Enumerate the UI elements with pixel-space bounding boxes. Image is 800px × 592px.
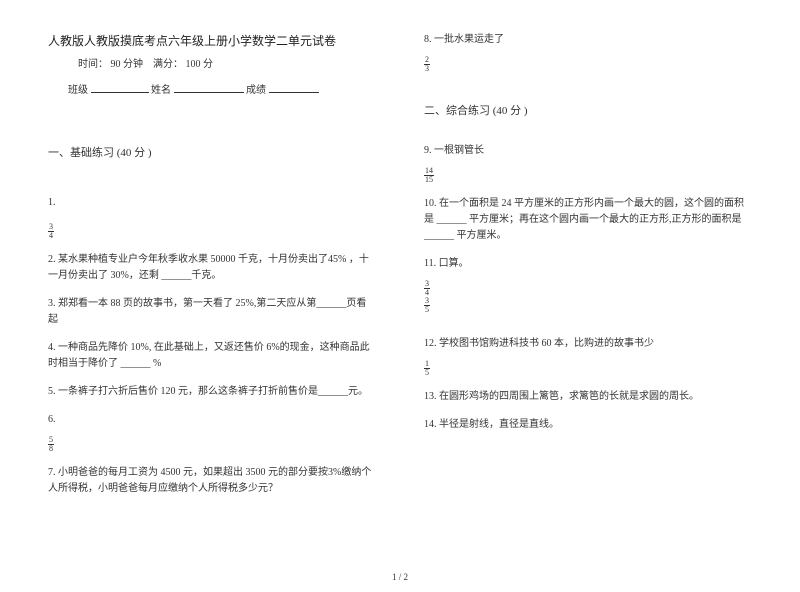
q12: 12. 学校图书馆购进科技书 60 本，比购进的故事书少 [424, 336, 752, 352]
q10: 10. 在一个面积是 24 平方厘米的正方形内画一个最大的圆，这个圆的面积是 _… [424, 196, 752, 244]
score-value: 100 分 [186, 59, 214, 70]
page: 人教版人教版摸底考点六年级上册小学数学二单元试卷 时间： 90 分钟 满分： 1… [0, 0, 800, 509]
section-1: 一、基础练习 (40 分 ) [48, 145, 376, 163]
student-fields: 班级 姓名 成绩 [48, 83, 376, 99]
class-blank [91, 83, 149, 93]
q13: 13. 在圆形鸡场的四周围上篱笆，求篱笆的长就是求圆的周长。 [424, 389, 752, 405]
q9-frac: 1415 [424, 167, 752, 184]
q2: 2. 某水果种植专业户今年秋季收水果 50000 千克，十月份卖出了45% ，十… [48, 252, 376, 284]
name-blank [174, 83, 244, 93]
q14: 14. 半径是射线，直径是直线。 [424, 417, 752, 433]
frac-den: 15 [424, 176, 434, 184]
q3: 3. 郑郑看一本 88 页的故事书，第一天看了 25%,第二天应从第______… [48, 296, 376, 328]
q7: 7. 小明爸爸的每月工资为 4500 元，如果超出 3500 元的部分要按3%缴… [48, 465, 376, 497]
exam-title: 人教版人教版摸底考点六年级上册小学数学二单元试卷 [48, 32, 376, 51]
section-2: 二、综合练习 (40 分 ) [424, 103, 752, 121]
score-blank [269, 83, 319, 93]
frac-den: 8 [48, 445, 54, 453]
q8-frac: 23 [424, 56, 752, 73]
time-value: 90 分钟 [111, 59, 144, 70]
page-number: 1 / 2 [0, 570, 800, 584]
q6-frac: 58 [48, 436, 376, 453]
q11: 11. 口算。 [424, 256, 752, 272]
frac-den: 4 [48, 232, 54, 240]
right-column: 8. 一批水果运走了 23 二、综合练习 (40 分 ) 9. 一根钢管长 14… [424, 32, 752, 509]
q6: 6. [48, 412, 376, 428]
q9: 9. 一根钢管长 [424, 143, 752, 159]
score-label: 满分： [153, 59, 183, 70]
time-label: 时间： [78, 59, 108, 70]
q8: 8. 一批水果运走了 [424, 32, 752, 48]
q12-frac: 15 [424, 360, 752, 377]
gscore-label: 成绩 [246, 85, 266, 96]
frac-den: 5 [424, 369, 430, 377]
frac-den: 5 [424, 306, 430, 314]
left-column: 人教版人教版摸底考点六年级上册小学数学二单元试卷 时间： 90 分钟 满分： 1… [48, 32, 376, 509]
frac-den: 3 [424, 65, 430, 73]
q5: 5. 一条裤子打六折后售价 120 元，那么这条裤子打折前售价是______元。 [48, 384, 376, 400]
q1: 1. [48, 195, 376, 211]
name-label: 姓名 [151, 85, 171, 96]
exam-meta: 时间： 90 分钟 满分： 100 分 [48, 57, 376, 73]
q1-frac: 34 [48, 223, 376, 240]
class-label: 班级 [68, 85, 88, 96]
q4: 4. 一种商品先降价 10%, 在此基础上，又返还售价 6%的现金，这种商品此时… [48, 340, 376, 372]
q11-fracs: 34 35 [424, 280, 752, 314]
